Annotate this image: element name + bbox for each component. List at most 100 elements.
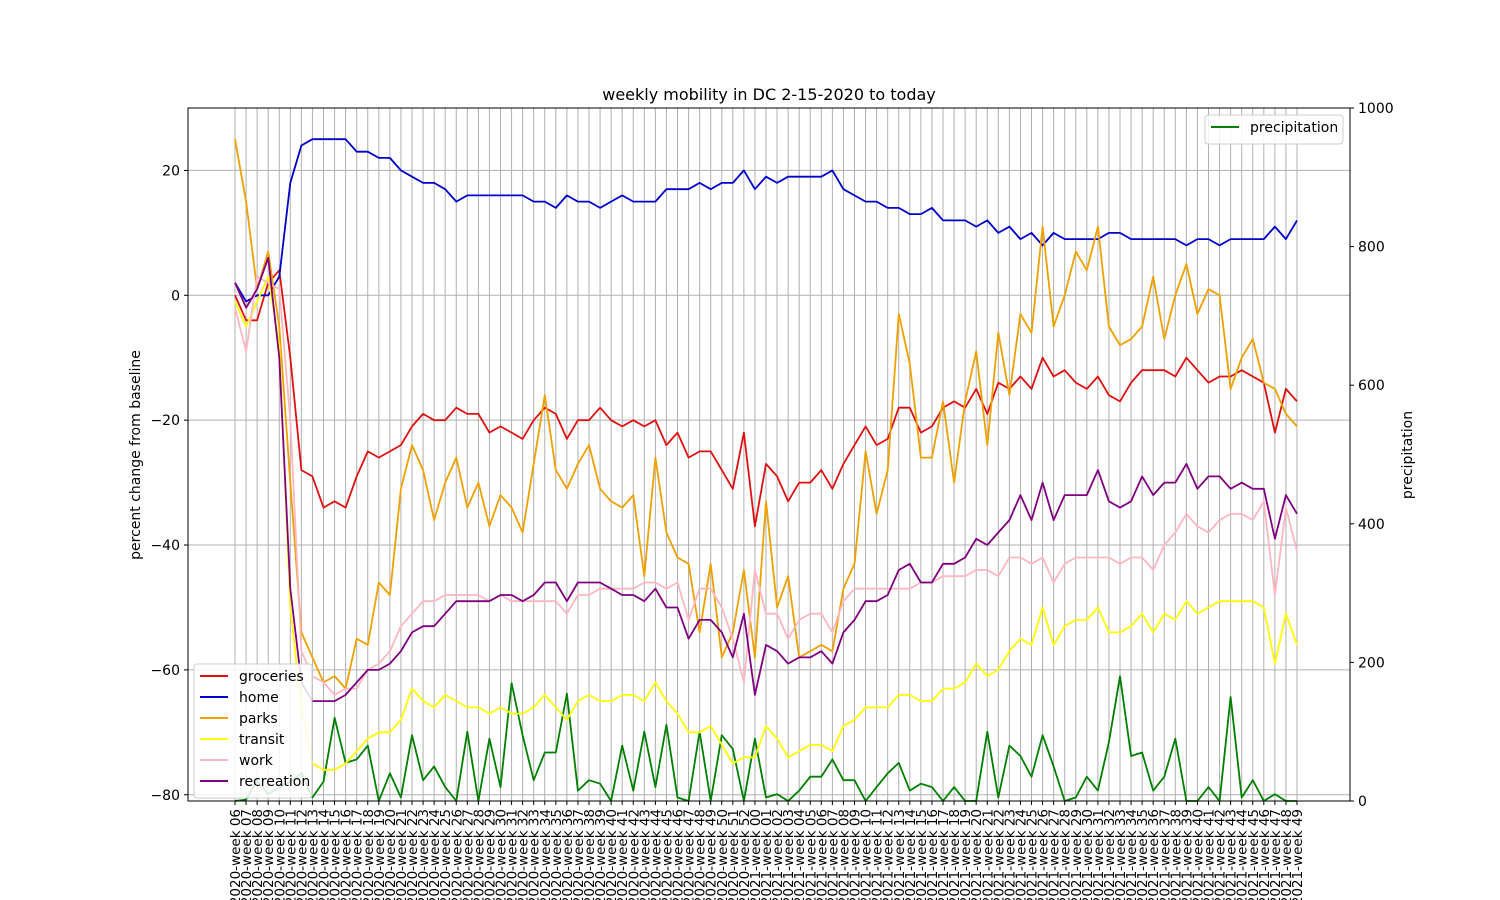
x-tick-label: 2020-week 19: [372, 809, 388, 900]
x-tick-label: 2021-week 00: [748, 809, 764, 900]
x-tick-label: 2020-week 28: [471, 809, 487, 900]
x-tick-label: 2020-week 39: [593, 809, 609, 900]
x-tick-label: 2021-week 34: [1124, 809, 1140, 900]
x-tick-label: 2020-week 47: [682, 809, 698, 900]
x-tick-label: 2021-week 46: [1257, 809, 1273, 900]
x-tick-label: 2020-week 22: [405, 809, 421, 900]
x-tick-label: 2020-week 09: [261, 809, 277, 900]
x-tick-label: 2021-week 04: [792, 809, 808, 900]
x-tick-label: 2020-week 14: [317, 809, 333, 900]
x-tick-label: 2020-week 49: [704, 809, 720, 900]
y-axis-left: −80 −60 −40 −20 0 20: [150, 163, 188, 804]
y2-tick-label: 800: [1358, 240, 1385, 256]
x-tick-label: 2020-week 10: [272, 809, 288, 900]
grid-lines: [188, 108, 1350, 801]
x-tick-label: 2020-week 52: [737, 809, 753, 900]
x-tick-label: 2020-week 25: [438, 809, 454, 900]
x-tick-label: 2021-week 27: [1047, 809, 1063, 900]
x-tick-label: 2021-week 31: [1091, 809, 1107, 900]
x-tick-label: 2020-week 38: [582, 809, 598, 900]
x-tick-label: 2021-week 05: [803, 809, 819, 900]
x-tick-label: 2021-week 41: [1202, 809, 1218, 900]
x-tick-label: 2021-week 23: [1002, 809, 1018, 900]
y-tick-label: 20: [162, 163, 180, 179]
x-tick-label: 2020-week 18: [361, 809, 377, 900]
y2-axis-label: precipitation: [1400, 411, 1416, 499]
x-tick-label: 2020-week 44: [648, 809, 664, 900]
x-tick-label: 2021-week 26: [1036, 809, 1052, 900]
legend-label-precipitation: precipitation: [1250, 120, 1338, 136]
legend-box-right: [1204, 114, 1344, 145]
x-tick-label: 2020-week 21: [394, 809, 410, 900]
y2-tick-label: 200: [1358, 655, 1385, 671]
y-tick-label: −80: [150, 788, 180, 804]
x-tick-label: 2021-week 39: [1179, 809, 1195, 900]
x-tick-label: 2021-week 44: [1235, 809, 1251, 900]
x-tick-label: 2020-week 34: [538, 809, 554, 900]
x-tick-label: 2021-week 29: [1069, 809, 1085, 900]
x-tick-label: 2021-week 11: [870, 809, 886, 900]
x-tick-label: 2020-week 13: [305, 809, 321, 900]
x-tick-label: 2021-week 20: [969, 809, 985, 900]
x-tick-label: 2020-week 07: [239, 809, 255, 900]
x-tick-label: 2020-week 12: [294, 809, 310, 900]
x-tick-label: 2020-week 08: [250, 809, 266, 900]
x-tick-label: 2020-week 27: [460, 809, 476, 900]
x-tick-label: 2021-week 06: [814, 809, 830, 900]
x-tick-label: 2021-week 35: [1135, 809, 1151, 900]
x-tick-label: 2020-week 36: [560, 809, 576, 900]
x-tick-label: 2020-week 43: [637, 809, 653, 900]
x-tick-label: 2020-week 30: [494, 809, 510, 900]
y-axis-right: 0 200 400 600 800 1000: [1350, 101, 1394, 810]
legend-label-transit: transit: [239, 732, 285, 748]
series-line-recreation: [234, 256, 1298, 702]
x-tick-label: 2021-week 37: [1157, 809, 1173, 900]
x-tick-label: 2020-week 16: [339, 809, 355, 900]
x-tick-label: 2020-week 20: [383, 809, 399, 900]
x-tick-label: 2021-week 14: [903, 809, 919, 900]
series-line-precipitation: [234, 675, 1297, 802]
x-tick-label: 2020-week 32: [516, 809, 532, 900]
x-tick-label: 2021-week 42: [1213, 809, 1229, 900]
series-line-transit: [234, 275, 1298, 771]
x-tick-label: 2021-week 15: [914, 809, 930, 900]
x-tick-label: 2021-week 30: [1080, 809, 1096, 900]
y-tick-label: −20: [150, 413, 180, 429]
x-tick-label: 2021-week 36: [1146, 809, 1162, 900]
x-tick-label: 2021-week 47: [1268, 809, 1284, 900]
x-tick-label: 2020-week 40: [604, 809, 620, 900]
y-axis-label: percent change from baseline: [128, 350, 144, 560]
x-tick-label: 2021-week 08: [836, 809, 852, 900]
x-tick-label: 2020-week 11: [283, 809, 299, 900]
legend-label-parks: parks: [239, 711, 278, 727]
y-tick-label: −60: [150, 663, 180, 679]
y2-tick-label: 400: [1358, 517, 1385, 533]
x-tick-label: 2021-week 17: [936, 809, 952, 900]
x-tick-label: 2021-week 09: [848, 809, 864, 900]
x-tick-label: 2020-week 51: [726, 809, 742, 900]
x-tick-label: 2020-week 15: [328, 809, 344, 900]
y-tick-label: −40: [150, 538, 180, 554]
legend-label-home: home: [239, 690, 279, 706]
x-tick-label: 2021-week 07: [825, 809, 841, 900]
x-tick-label: 2020-week 23: [416, 809, 432, 900]
y2-tick-label: 1000: [1358, 101, 1394, 117]
legend-label-groceries: groceries: [239, 669, 304, 685]
x-tick-label: 2021-week 10: [859, 809, 875, 900]
x-tick-label: 2021-week 45: [1246, 809, 1262, 900]
x-tick-label: 2021-week 18: [947, 809, 963, 900]
x-tick-label: 2021-week 16: [925, 809, 941, 900]
x-tick-label: 2021-week 25: [1025, 809, 1041, 900]
x-tick-label: 2021-week 01: [759, 809, 775, 900]
x-tick-label: 2021-week 40: [1190, 809, 1206, 900]
x-tick-label: 2020-week 06: [228, 809, 244, 900]
plot-frame: [187, 107, 1351, 802]
y2-tick-label: 600: [1358, 378, 1385, 394]
x-tick-label: 2021-week 13: [892, 809, 908, 900]
x-tick-label: 2021-week 21: [980, 809, 996, 900]
series-lines: [234, 138, 1298, 802]
x-tick-label: 2020-week 41: [615, 809, 631, 900]
x-tick-label: 2021-week 49: [1290, 809, 1306, 900]
